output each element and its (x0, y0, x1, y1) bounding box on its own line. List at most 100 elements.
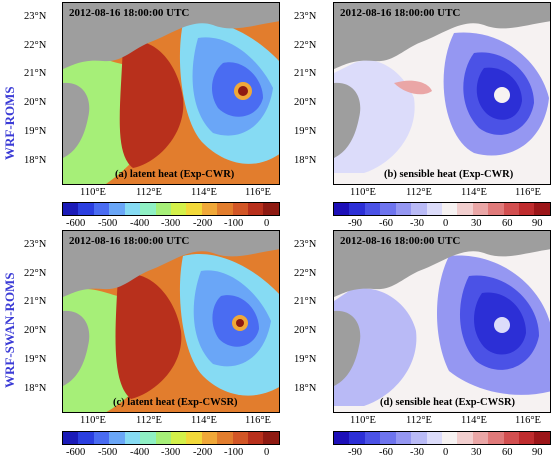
map-c (63, 231, 279, 412)
colorbar-swatch (395, 432, 412, 444)
colorbar-swatch (519, 203, 535, 215)
map-b (334, 3, 550, 184)
lat-tick: 22°N (24, 268, 47, 279)
colorbar-label: -90 (348, 218, 362, 229)
colorbar-swatch (217, 432, 233, 444)
colorbar-swatch (155, 432, 171, 444)
lat-tick: 20°N (24, 97, 47, 108)
colorbar-swatch (170, 432, 187, 444)
lat-tick: 20°N (294, 325, 317, 336)
lon-tick: 114°E (191, 187, 217, 198)
colorbar-swatch (380, 203, 396, 215)
colorbar-label: -300 (161, 447, 181, 458)
panel-c-title: 2012-08-16 18:00:00 UTC (69, 235, 190, 247)
lon-tick: 116°E (515, 415, 541, 426)
colorbar-swatch (519, 432, 535, 444)
colorbar-swatch (124, 432, 141, 444)
colorbar-swatch (334, 203, 350, 215)
lat-tick: 23°N (294, 239, 317, 250)
row-label-bottom: WRF-SWAN-ROMS (2, 272, 17, 388)
panel-b-sensible-heat: 2012-08-16 18:00:00 UTC (b) sensible hea… (333, 2, 551, 185)
colorbar-label: -60 (379, 218, 393, 229)
lon-tick: 112°E (406, 415, 432, 426)
row-label-top: WRF-ROMS (2, 86, 17, 160)
colorbar-label: 0 (264, 447, 270, 458)
colorbar-swatch (263, 203, 279, 215)
lat-tick: 22°N (294, 40, 317, 51)
colorbar-swatch (140, 203, 156, 215)
lat-tick: 19°N (294, 126, 317, 137)
colorbar-swatch (93, 432, 110, 444)
panel-c-label: (c) latent heat (Exp-CWSR) (113, 397, 238, 408)
colorbar-label: 90 (532, 218, 543, 229)
colorbar-swatch (78, 432, 94, 444)
colorbar-label: -100 (224, 447, 244, 458)
lat-tick: 18°N (24, 155, 47, 166)
panel-a-latent-heat: 2012-08-16 18:00:00 UTC (a) latent heat … (62, 2, 280, 185)
colorbar-label: -600 (66, 218, 86, 229)
colorbar-label: -100 (224, 218, 244, 229)
colorbar-swatch (411, 432, 427, 444)
colorbar-swatch (457, 432, 473, 444)
lat-tick: 19°N (294, 354, 317, 365)
colorbar-swatch (441, 432, 458, 444)
colorbar-swatch (441, 203, 458, 215)
colorbar-swatch (395, 203, 412, 215)
colorbar-swatch (472, 432, 489, 444)
lat-tick: 21°N (294, 296, 317, 307)
lat-tick: 22°N (294, 268, 317, 279)
lon-tick: 112°E (136, 415, 162, 426)
sensible-colorbar-top (333, 202, 551, 216)
colorbar-swatch (170, 203, 187, 215)
lon-tick: 116°E (245, 415, 271, 426)
lon-tick: 114°E (461, 187, 487, 198)
lat-tick: 19°N (24, 126, 47, 137)
colorbar-label: -400 (130, 218, 150, 229)
colorbar-label: 0 (443, 218, 449, 229)
lat-tick: 21°N (294, 68, 317, 79)
lon-tick: 110°E (80, 415, 106, 426)
colorbar-label: 0 (264, 218, 270, 229)
colorbar-swatch (232, 432, 249, 444)
colorbar-label: 60 (502, 447, 513, 458)
panel-a-title: 2012-08-16 18:00:00 UTC (69, 7, 190, 19)
colorbar-swatch (186, 203, 202, 215)
lat-tick: 19°N (24, 354, 47, 365)
colorbar-swatch (503, 203, 520, 215)
colorbar-label: 90 (532, 447, 543, 458)
colorbar-swatch (140, 432, 156, 444)
lon-tick: 112°E (136, 187, 162, 198)
lat-tick: 18°N (294, 155, 317, 166)
panel-b-label: (b) sensible heat (Exp-CWR) (384, 169, 514, 180)
colorbar-swatch (263, 432, 279, 444)
colorbar-label: -400 (130, 447, 150, 458)
panel-d-sensible-heat: 2012-08-16 18:00:00 UTC (d) sensible hea… (333, 230, 551, 413)
colorbar-label: -500 (98, 218, 118, 229)
lat-tick: 21°N (24, 68, 47, 79)
panel-d-title: 2012-08-16 18:00:00 UTC (340, 235, 461, 247)
latent-colorbar-bottom (62, 431, 280, 445)
colorbar-label: -200 (193, 218, 213, 229)
colorbar-swatch (109, 432, 125, 444)
colorbar-swatch (201, 432, 218, 444)
colorbar-swatch (217, 203, 233, 215)
colorbar-swatch (426, 432, 442, 444)
colorbar-swatch (186, 432, 202, 444)
lon-tick: 116°E (515, 187, 541, 198)
colorbar-swatch (534, 432, 550, 444)
colorbar-swatch (380, 432, 396, 444)
lon-tick: 116°E (245, 187, 271, 198)
colorbar-swatch (457, 203, 473, 215)
colorbar-swatch (349, 432, 365, 444)
colorbar-swatch (411, 203, 427, 215)
sensible-colorbar-bottom (333, 431, 551, 445)
lon-tick: 114°E (191, 415, 217, 426)
panel-c-latent-heat: 2012-08-16 18:00:00 UTC (c) latent heat … (62, 230, 280, 413)
lon-tick: 110°E (350, 187, 376, 198)
colorbar-swatch (248, 203, 264, 215)
colorbar-label: 30 (471, 218, 482, 229)
map-a (63, 3, 279, 184)
lon-tick: 112°E (406, 187, 432, 198)
colorbar-label: -500 (98, 447, 118, 458)
lat-tick: 21°N (24, 296, 47, 307)
